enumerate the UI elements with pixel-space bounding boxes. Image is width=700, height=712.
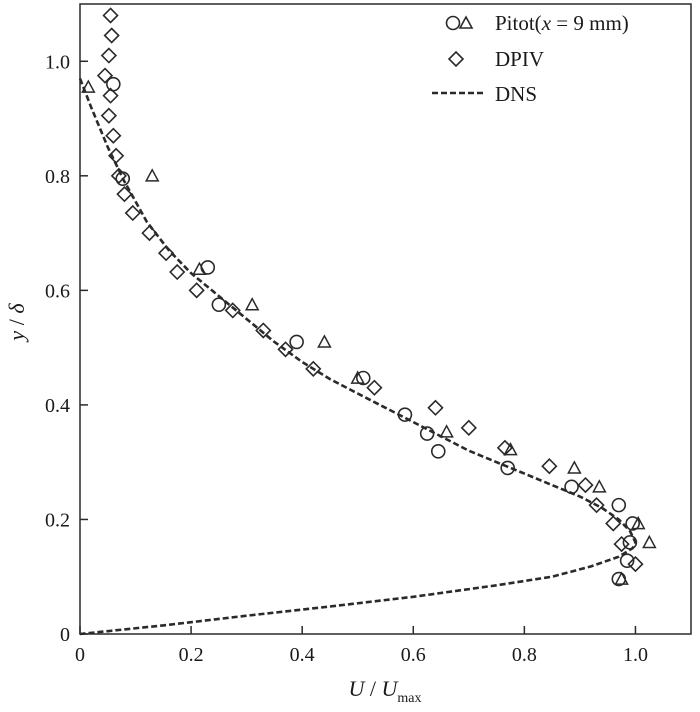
dpiv-point: [541, 458, 558, 475]
pitot-triangle-point: [144, 168, 160, 182]
pitot-circle-point: [500, 460, 516, 476]
dpiv-point: [496, 439, 514, 456]
x-tick-label: 0.8: [512, 644, 537, 666]
y-tick-label: 0.8: [45, 166, 70, 188]
x-tick-label: 0: [75, 644, 85, 666]
legend-label-pitot: Pitot(x = 9 mm): [495, 11, 629, 35]
pitot-triangle-point: [630, 515, 646, 530]
pitot-triangle-point: [317, 334, 332, 348]
dpiv-point: [105, 127, 122, 144]
dpiv-point: [613, 535, 630, 553]
dpiv-point: [366, 379, 383, 396]
legend-circle-marker: [445, 15, 461, 31]
pitot-triangle-point: [81, 79, 96, 93]
axes: 0 0.2 0.4 0.6 0.8 1.0 0 0.2 0.4 0.6 0.8 1.0: [45, 3, 692, 666]
legend-item-dns: DNS: [432, 82, 537, 106]
y-axis-title: y / δ: [4, 303, 29, 343]
legend-item-dpiv: DPIV: [447, 47, 544, 71]
dpiv-point: [141, 224, 158, 242]
pitot-triangle-point: [244, 297, 260, 311]
pitot-circle-point: [430, 443, 446, 459]
dpiv-point: [103, 27, 120, 44]
pitot-circle-point: [625, 516, 640, 531]
dpiv-point: [577, 476, 594, 494]
x-tick-label: 0.2: [179, 644, 204, 666]
pitot-circle-point: [419, 426, 435, 441]
dpiv-point: [169, 263, 186, 281]
dpiv-point: [427, 399, 444, 416]
pitot-circle-point: [200, 260, 216, 275]
pitot-circle-point: [211, 297, 227, 312]
dpiv-point: [116, 186, 133, 203]
pitot-triangle-point: [592, 479, 607, 493]
pitot-triangle-point: [350, 370, 365, 384]
pitot-circle-point: [619, 553, 635, 568]
y-tick-label: 0.4: [45, 395, 70, 417]
x-axis-title: U / Umax: [348, 676, 421, 706]
pitot-triangle-point: [614, 571, 629, 585]
dpiv-point: [102, 7, 119, 24]
y-tick-label: 0.2: [45, 509, 70, 531]
x-tick-label: 0.6: [401, 644, 426, 666]
plot-area: [78, 7, 657, 636]
pitot-triangle-point: [439, 424, 454, 438]
dpiv-point: [188, 282, 205, 299]
dpiv-point: [605, 515, 622, 532]
pitot-circle-point: [611, 497, 627, 513]
dpiv-point: [255, 322, 272, 339]
pitot-triangle-point: [503, 442, 518, 456]
dpiv-point: [588, 497, 605, 514]
legend: Pitot(x = 9 mm) DPIV DNS: [432, 11, 629, 106]
dpiv-point: [96, 67, 114, 84]
dpiv-point: [102, 87, 119, 104]
legend-triangle-marker: [458, 15, 474, 29]
x-tick-label: 0.4: [290, 644, 315, 666]
dpiv-point: [110, 167, 128, 184]
dpiv-point: [627, 555, 644, 573]
y-tick-label: 0.6: [45, 280, 70, 302]
x-tick-label: 1.0: [623, 644, 648, 666]
dpiv-point: [100, 47, 118, 64]
legend-label-dns: DNS: [495, 82, 537, 106]
pitot-circle-point: [564, 479, 579, 495]
pitot-circle-point: [355, 370, 371, 386]
legend-diamond-marker: [447, 50, 465, 68]
dpiv-point: [460, 419, 477, 436]
pitot-triangle-point: [642, 534, 657, 549]
dpiv-point: [100, 107, 118, 124]
dns-line: [78, 78, 637, 636]
legend-label-dpiv: DPIV: [495, 47, 544, 71]
pitot-triangle-point: [567, 460, 582, 474]
y-tick-label: 0: [60, 624, 70, 646]
pitot-triangle-point: [192, 261, 207, 276]
pitot-circle-point: [289, 334, 304, 350]
plot-frame: [79, 3, 692, 635]
dpiv-point: [124, 204, 141, 222]
y-tick-label: 1.0: [45, 51, 70, 73]
dpiv-point: [157, 245, 175, 262]
legend-item-pitot: Pitot(x = 9 mm): [445, 11, 629, 35]
dpiv-point: [305, 360, 322, 377]
dpiv-point: [224, 302, 241, 319]
